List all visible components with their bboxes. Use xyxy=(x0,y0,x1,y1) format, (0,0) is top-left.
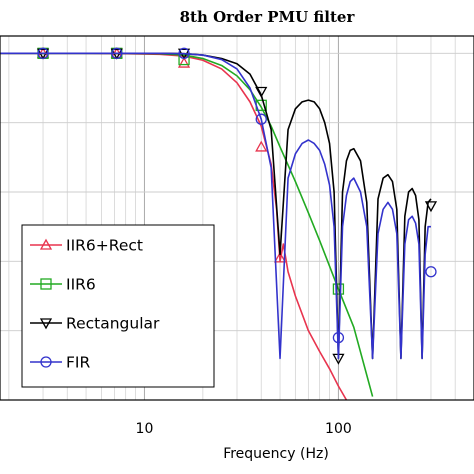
x-tick-labels: 10 100 xyxy=(136,421,352,437)
legend-item: IIR6+Rect xyxy=(30,237,143,255)
plot-area xyxy=(0,46,438,400)
data-point xyxy=(255,140,268,152)
x-axis-label: Frequency (Hz) xyxy=(223,446,329,462)
plot-frame xyxy=(0,35,474,401)
legend-item: FIR xyxy=(30,354,90,372)
data-point xyxy=(255,86,268,98)
data-point xyxy=(111,47,123,59)
legend-marker xyxy=(39,238,53,250)
data-point xyxy=(255,113,267,125)
legend-label: IIR6+Rect xyxy=(66,237,143,255)
data-point xyxy=(332,331,345,344)
series-circle xyxy=(0,47,437,360)
data-point xyxy=(178,47,190,59)
legend-label: IIR6 xyxy=(66,276,96,294)
x-tick-label: 10 xyxy=(136,421,154,437)
legend-marker xyxy=(39,318,53,330)
legend-marker xyxy=(40,278,52,290)
data-point xyxy=(425,266,437,278)
legend-item: IIR6 xyxy=(30,276,96,294)
legend-label: FIR xyxy=(66,354,90,372)
data-point xyxy=(332,283,345,295)
chart-title: 8th Order PMU filter xyxy=(180,8,356,26)
legend-label: Rectangular xyxy=(66,315,160,333)
legend-marker xyxy=(40,356,52,368)
data-point xyxy=(273,251,287,263)
series-line xyxy=(0,52,431,360)
legend: IIR6+Rect IIR6 Rectangular FIR xyxy=(21,224,215,388)
legend-item: Rectangular xyxy=(30,315,160,333)
x-tick-label: 100 xyxy=(325,421,352,437)
data-point xyxy=(424,201,438,213)
data-point xyxy=(177,56,191,68)
data-point xyxy=(178,53,190,66)
legend-box xyxy=(21,224,215,388)
data-point xyxy=(37,47,49,59)
